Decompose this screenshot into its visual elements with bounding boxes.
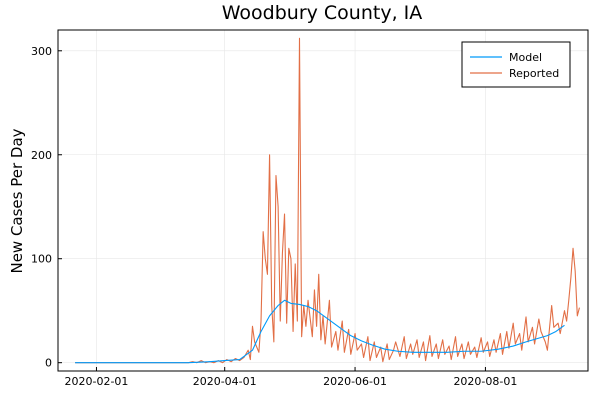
x-tick-label: 2020-06-01: [323, 375, 387, 388]
x-tick-label: 2020-04-01: [193, 375, 257, 388]
x-axis: 2020-02-01 2020-04-01 2020-06-01 2020-08-01: [64, 367, 517, 388]
y-tick-label: 100: [31, 253, 52, 266]
legend-label-reported: Reported: [509, 67, 559, 80]
plot-frame: [57, 29, 589, 372]
series-layer: [75, 37, 580, 364]
legend-box: [461, 41, 571, 88]
series-line-model: [75, 299, 565, 364]
y-axis-title: New Cases Per Day: [8, 128, 26, 273]
legend: Model Reported: [461, 41, 571, 88]
y-axis: 0 100 200 300: [31, 45, 62, 370]
x-tick-label: 2020-08-01: [453, 375, 517, 388]
legend-label-model: Model: [509, 51, 542, 64]
x-tick-label: 2020-02-01: [64, 375, 128, 388]
chart-title: Woodbury County, IA: [222, 2, 423, 24]
series-line-reported: [75, 37, 580, 364]
y-tick-label: 200: [31, 149, 52, 162]
y-tick-label: 0: [45, 357, 52, 370]
y-tick-label: 300: [31, 45, 52, 58]
